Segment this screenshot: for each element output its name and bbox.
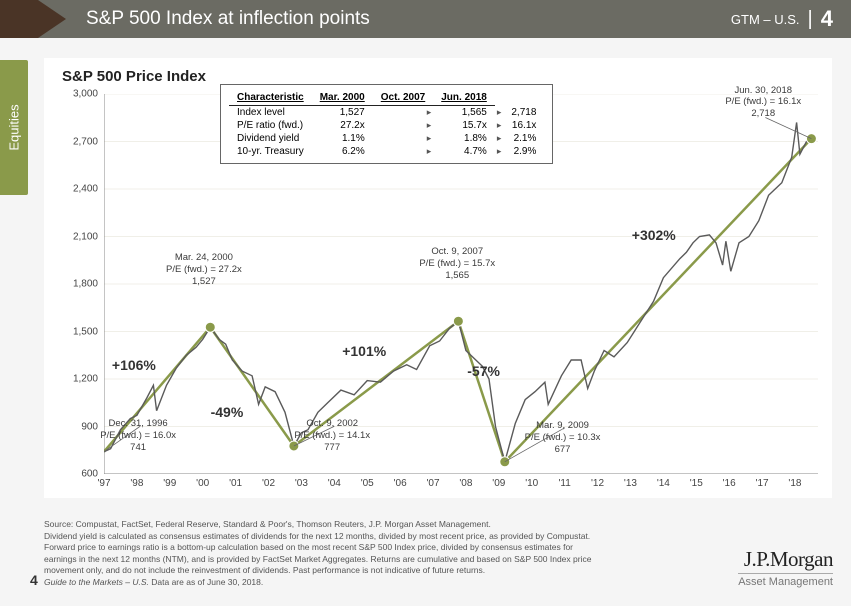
x-tick-label: '15 [690, 474, 703, 489]
gtm-label: GTM – U.S. [731, 12, 800, 27]
chart-annotation: Jun. 30, 2018P/E (fwd.) = 16.1x2,718 [725, 85, 801, 121]
chart-annotation: Mar. 24, 2000P/E (fwd.) = 27.2x1,527 [166, 252, 242, 288]
x-tick-label: '02 [262, 474, 275, 489]
y-tick-label: 2,400 [73, 184, 104, 195]
page-title: S&P 500 Index at inflection points [86, 8, 370, 30]
x-tick-label: '16 [723, 474, 736, 489]
footnote-body: Dividend yield is calculated as consensu… [44, 531, 591, 575]
chart-annotation: Dec. 31, 1996P/E (fwd.) = 16.0x741 [100, 418, 176, 454]
side-tab-label: Equities [7, 104, 22, 150]
x-tick-label: '10 [525, 474, 538, 489]
x-tick-label: '14 [657, 474, 670, 489]
chart-annotation: Oct. 9, 2002P/E (fwd.) = 14.1x777 [294, 418, 370, 454]
header-bar: S&P 500 Index at inflection points GTM –… [0, 0, 851, 38]
pct-change-label: +101% [342, 343, 386, 359]
x-tick-label: '09 [492, 474, 505, 489]
y-tick-label: 1,500 [73, 326, 104, 337]
header-accent-square [0, 0, 38, 38]
footnote-source: Source: Compustat, FactSet, Federal Rese… [44, 519, 491, 529]
logo-top: J.P.Morgan [738, 547, 833, 572]
x-tick-label: '01 [229, 474, 242, 489]
x-tick-label: '98 [130, 474, 143, 489]
y-tick-label: 3,000 [73, 89, 104, 100]
y-tick-label: 2,100 [73, 231, 104, 242]
page-number: 4 [30, 572, 38, 588]
header-right: GTM – U.S. | 4 [731, 6, 833, 32]
x-tick-label: '17 [756, 474, 769, 489]
chart-annotation: Mar. 9, 2009P/E (fwd.) = 10.3x677 [525, 420, 601, 456]
pct-change-label: -57% [467, 363, 500, 379]
chart-annotation: Oct. 9, 2007P/E (fwd.) = 15.7x1,565 [419, 246, 495, 282]
footnote: Source: Compustat, FactSet, Federal Rese… [44, 519, 604, 588]
x-tick-label: '97 [97, 474, 110, 489]
x-tick-label: '99 [163, 474, 176, 489]
logo: J.P.Morgan Asset Management [738, 547, 833, 588]
x-tick-label: '00 [196, 474, 209, 489]
x-tick-label: '18 [788, 474, 801, 489]
x-tick-label: '12 [591, 474, 604, 489]
footnote-asof: Data are as of June 30, 2018. [151, 577, 263, 587]
y-tick-label: 1,200 [73, 374, 104, 385]
pct-change-label: -49% [211, 404, 244, 420]
characteristics-table: CharacteristicMar. 2000Oct. 2007Jun. 201… [220, 84, 553, 164]
x-tick-label: '07 [427, 474, 440, 489]
footer: Source: Compustat, FactSet, Federal Rese… [44, 519, 833, 588]
x-tick-label: '03 [295, 474, 308, 489]
header-page: 4 [821, 6, 833, 32]
chart-title: S&P 500 Price Index [62, 68, 206, 85]
x-tick-label: '13 [624, 474, 637, 489]
pct-change-label: +302% [632, 227, 676, 243]
chart-area: S&P 500 Price Index 6009001,2001,5001,80… [44, 58, 832, 498]
x-tick-label: '08 [459, 474, 472, 489]
header-accent-arrow [38, 0, 66, 38]
header-divider: | [808, 8, 813, 31]
y-tick-label: 1,800 [73, 279, 104, 290]
footnote-guide-pre: Guide to the Markets – U.S. [44, 577, 151, 587]
x-tick-label: '04 [328, 474, 341, 489]
x-tick-label: '06 [394, 474, 407, 489]
logo-bottom: Asset Management [738, 573, 833, 588]
x-tick-label: '05 [361, 474, 374, 489]
y-tick-label: 2,700 [73, 136, 104, 147]
pct-change-label: +106% [112, 357, 156, 373]
x-tick-label: '11 [558, 474, 570, 489]
side-tab-equities: Equities [0, 60, 28, 195]
